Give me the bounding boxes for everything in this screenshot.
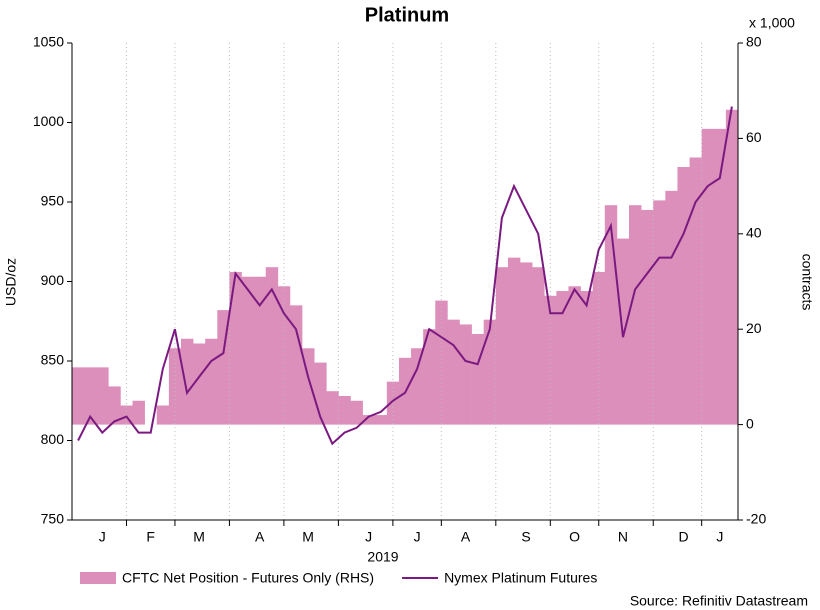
area-step [725, 109, 739, 425]
y-axis-label: USD/oz [3, 258, 19, 306]
area-step [72, 367, 85, 425]
y-tick-label: 1050 [33, 34, 64, 50]
x-tick-label: F [146, 529, 155, 545]
area-step [435, 300, 448, 425]
y2-axis-label: contracts [799, 254, 815, 311]
chart-title: Platinum [365, 4, 449, 26]
area-step [604, 205, 618, 425]
area-step [447, 319, 460, 425]
area-step [229, 271, 242, 425]
area-step [495, 267, 509, 425]
area-step [689, 157, 702, 425]
area-step [253, 276, 267, 425]
area-step [568, 286, 581, 425]
area-step [338, 395, 351, 425]
x-tick-label: J [99, 529, 106, 545]
area-step [483, 319, 497, 425]
area-step [629, 205, 642, 425]
x-tick-label: M [193, 529, 205, 545]
x-tick-label: O [569, 529, 580, 545]
y2-tick-label: 40 [746, 225, 762, 241]
area-step [265, 267, 279, 425]
area-step [84, 367, 97, 425]
area-step [241, 276, 254, 425]
x-tick-label: J [365, 529, 372, 545]
area-step [520, 262, 533, 425]
y-tick-label: 800 [41, 431, 65, 447]
area-step [193, 343, 206, 425]
x-tick-label: A [255, 529, 265, 545]
area-step [168, 348, 182, 425]
x-tick-label: J [716, 529, 723, 545]
area-step [326, 391, 339, 425]
x-tick-label: A [461, 529, 471, 545]
y2-unit: x 1,000 [749, 15, 795, 31]
y-tick-label: 750 [41, 511, 65, 527]
y-tick-label: 950 [41, 193, 65, 209]
x-tick-label: N [618, 529, 628, 545]
area-step [362, 415, 376, 425]
area-step [132, 400, 145, 425]
area-step [544, 295, 557, 425]
area-step [532, 267, 545, 425]
y2-tick-label: 80 [746, 34, 762, 50]
area-step [701, 128, 715, 425]
legend-label: Nymex Platinum Futures [444, 570, 597, 586]
area-step [423, 329, 436, 425]
y-tick-label: 1000 [33, 113, 64, 129]
price-line [77, 106, 733, 446]
area-step [713, 128, 727, 425]
x-tick-label: S [521, 529, 530, 545]
x-tick-label: D [678, 529, 688, 545]
area-step [677, 167, 690, 425]
area-step [507, 257, 521, 425]
area-step [665, 190, 678, 425]
y2-tick-label: 20 [746, 320, 762, 336]
area-step [592, 271, 606, 425]
area-step [411, 348, 424, 425]
area-step [374, 415, 388, 425]
area-step [108, 386, 121, 425]
area-step [556, 291, 569, 425]
x-tick-label: M [302, 529, 314, 545]
area-step [350, 400, 363, 425]
legend-label: CFTC Net Position - Futures Only (RHS) [122, 570, 374, 586]
area-step [96, 367, 109, 425]
area-step [205, 338, 218, 425]
area-step [641, 209, 654, 425]
y-tick-label: 900 [41, 272, 65, 288]
y-tick-label: 850 [41, 352, 65, 368]
area-step [471, 333, 485, 425]
x-axis-label: 2019 [367, 549, 398, 565]
area-step [156, 405, 170, 425]
x-tick-label: J [414, 529, 421, 545]
area-step [180, 338, 194, 425]
y2-tick-label: -20 [746, 511, 766, 527]
area-step [580, 291, 593, 425]
legend-swatch [80, 572, 116, 584]
area-step [217, 310, 230, 425]
area-step [289, 305, 303, 425]
y2-tick-label: 60 [746, 129, 762, 145]
y2-tick-label: 0 [746, 415, 754, 431]
area-step [653, 200, 666, 425]
area-step [459, 324, 472, 425]
source: Source: Refinitiv Datastream [630, 593, 808, 609]
